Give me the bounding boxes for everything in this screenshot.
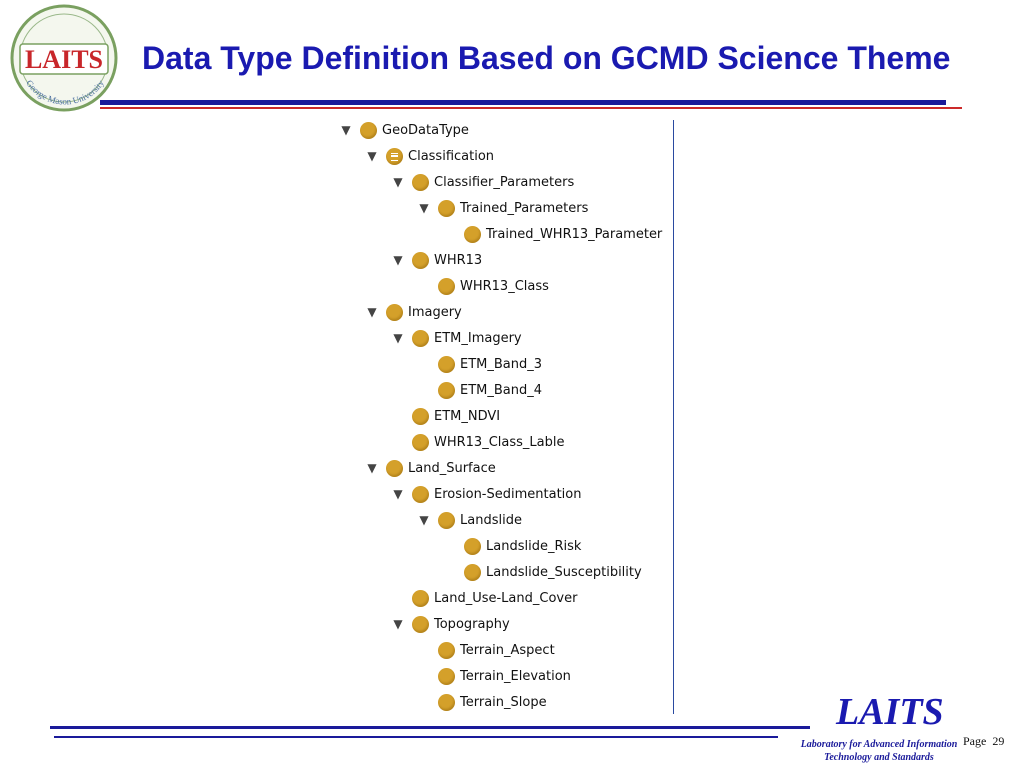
tree-node-label: ETM_Band_4 — [460, 382, 543, 398]
tree-node[interactable]: ▼Terrain_Aspect — [414, 637, 555, 663]
tree-node-label: GeoDataType — [382, 122, 469, 138]
class-icon — [438, 355, 455, 373]
expand-triangle-icon[interactable]: ▼ — [393, 487, 403, 501]
expand-triangle-icon[interactable]: ▼ — [367, 461, 377, 475]
expand-triangle-icon[interactable]: ▼ — [393, 331, 403, 345]
tree-node-label: ETM_Band_3 — [460, 356, 543, 372]
equivalent-class-icon — [386, 147, 403, 165]
tree-node-label: Classification — [408, 148, 495, 164]
tree-node-label: Land_Surface — [408, 460, 496, 476]
class-icon — [412, 251, 429, 269]
tree-node-label: WHR13_Class — [460, 278, 549, 294]
class-icon — [464, 537, 481, 555]
page-number-value: 29 — [992, 734, 1005, 748]
tree-node[interactable]: ▼ Trained_Parameters — [414, 195, 588, 221]
slide-title: Data Type Definition Based on GCMD Scien… — [142, 40, 951, 76]
class-icon — [438, 511, 455, 529]
footer-rule-2 — [54, 736, 778, 738]
tree-node[interactable]: ▼ Landslide — [414, 507, 522, 533]
tree-node-label: WHR13_Class_Lable — [434, 434, 565, 450]
page-number: Page 29 — [963, 734, 1004, 749]
header-rule-blue — [100, 100, 946, 105]
tree-node-label: WHR13 — [434, 252, 483, 268]
tree-node-label: Terrain_Elevation — [460, 668, 571, 684]
class-icon — [438, 641, 455, 659]
logo-text: LAITS — [25, 45, 103, 74]
class-icon — [412, 589, 429, 607]
tree-node[interactable]: ▼ETM_NDVI — [388, 403, 500, 429]
tree-node[interactable]: ▼Landslide_Susceptibility — [440, 559, 642, 585]
tree-node[interactable]: ▼Landslide_Risk — [440, 533, 581, 559]
tree-node[interactable]: ▼Terrain_Elevation — [414, 663, 571, 689]
tree-node[interactable]: ▼WHR13_Class — [414, 273, 549, 299]
class-icon — [438, 667, 455, 685]
class-icon — [386, 303, 403, 321]
class-icon — [412, 485, 429, 503]
tree-node[interactable]: ▼Terrain_Slope — [414, 689, 547, 715]
footer-subtitle-line2: Technology and Standards — [824, 752, 934, 763]
tree-node-label: ETM_Imagery — [434, 330, 522, 346]
expand-triangle-icon[interactable]: ▼ — [419, 201, 429, 215]
class-icon — [412, 615, 429, 633]
tree-node-label: Trained_WHR13_Parameter — [486, 226, 663, 242]
tree-node[interactable]: ▼ ETM_Imagery — [388, 325, 522, 351]
laits-gmu-logo: LAITS George Mason University — [6, 2, 124, 114]
tree-node[interactable]: ▼Trained_WHR13_Parameter — [440, 221, 662, 247]
class-icon — [438, 693, 455, 711]
tree-node-label: Erosion-Sedimentation — [434, 486, 582, 502]
tree-node[interactable]: ▼ETM_Band_3 — [414, 351, 542, 377]
expand-triangle-icon[interactable]: ▼ — [393, 253, 403, 267]
expand-triangle-icon[interactable]: ▼ — [393, 175, 403, 189]
tree-node[interactable]: ▼ Land_Surface — [362, 455, 496, 481]
tree-node-label: Terrain_Aspect — [460, 642, 555, 658]
expand-triangle-icon[interactable]: ▼ — [367, 149, 377, 163]
class-icon — [412, 173, 429, 191]
tree-node-label: Landslide_Susceptibility — [486, 564, 642, 580]
page-label: Page — [963, 734, 987, 748]
expand-triangle-icon[interactable]: ▼ — [341, 123, 351, 137]
tree-node[interactable]: ▼ Erosion-Sedimentation — [388, 481, 581, 507]
tree-node[interactable]: ▼ Classification — [362, 143, 494, 169]
tree-node[interactable]: ▼ Imagery — [362, 299, 462, 325]
tree-node-label: Terrain_Slope — [460, 694, 547, 710]
class-icon — [438, 277, 455, 295]
tree-node[interactable]: ▼ Topography — [388, 611, 510, 637]
tree-node[interactable]: ▼Land_Use-Land_Cover — [388, 585, 577, 611]
footer-rule — [50, 726, 810, 729]
tree-node-label: Landslide — [460, 512, 522, 528]
header-rule-red — [100, 107, 962, 109]
footer-logo-text: LAITS — [836, 691, 944, 733]
class-icon — [386, 459, 403, 477]
tree-node[interactable]: ▼ Classifier_Parameters — [388, 169, 574, 195]
class-icon — [438, 381, 455, 399]
tree-node-label: ETM_NDVI — [434, 408, 501, 424]
class-icon — [438, 199, 455, 217]
tree-node-label: Landslide_Risk — [486, 538, 582, 554]
tree-node-label: Topography — [434, 616, 510, 632]
footer-subtitle-line1: Laboratory for Advanced Information — [800, 739, 958, 750]
panel-divider — [673, 120, 674, 714]
class-icon — [412, 433, 429, 451]
tree-node[interactable]: ▼ WHR13 — [388, 247, 482, 273]
tree-node-label: Land_Use-Land_Cover — [434, 590, 578, 606]
footer-subtitle: Laboratory for Advanced Information Tech… — [784, 738, 974, 764]
tree-node-label: Classifier_Parameters — [434, 174, 575, 190]
tree-node-label: Trained_Parameters — [460, 200, 589, 216]
class-icon — [464, 563, 481, 581]
tree-node-label: Imagery — [408, 304, 462, 320]
tree-node[interactable]: ▼ GeoDataType — [336, 117, 469, 143]
class-icon — [464, 225, 481, 243]
class-hierarchy-tree: ▼ GeoDataType ▼ Classification ▼ Classifier_P… — [330, 117, 672, 713]
expand-triangle-icon[interactable]: ▼ — [419, 513, 429, 527]
class-icon — [412, 407, 429, 425]
tree-node[interactable]: ▼ETM_Band_4 — [414, 377, 542, 403]
expand-triangle-icon[interactable]: ▼ — [393, 617, 403, 631]
class-icon — [412, 329, 429, 347]
expand-triangle-icon[interactable]: ▼ — [367, 305, 377, 319]
tree-node[interactable]: ▼WHR13_Class_Lable — [388, 429, 564, 455]
class-icon — [360, 121, 377, 139]
